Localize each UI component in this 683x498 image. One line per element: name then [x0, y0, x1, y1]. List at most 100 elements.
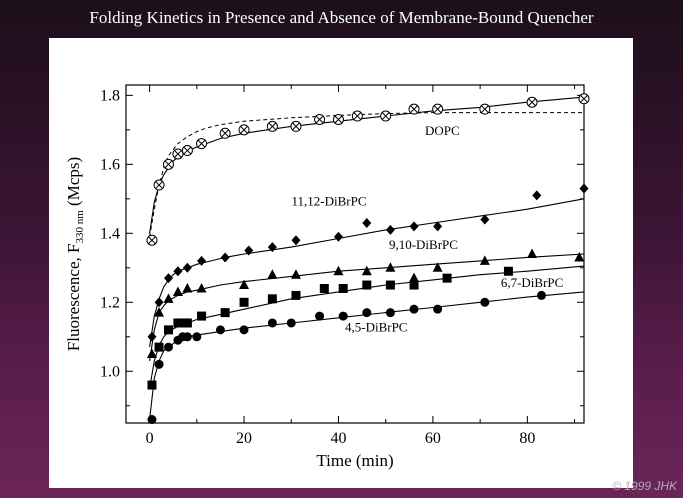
- fit-line-11-12-dibrpc: [149, 198, 585, 348]
- point-9-10-dibrpc: [479, 255, 490, 265]
- point-4-5-dibrpc: [385, 308, 395, 318]
- point-dopc: [196, 138, 208, 150]
- slide-title: Folding Kinetics in Presence and Absence…: [89, 8, 594, 27]
- point-4-5-dibrpc: [286, 318, 296, 328]
- point-6-7-dibrpc: [319, 283, 329, 293]
- point-6-7-dibrpc: [267, 294, 277, 304]
- point-11-12-dibrpc: [147, 331, 157, 342]
- series-label-dopc: DOPC: [425, 123, 460, 138]
- point-4-5-dibrpc: [182, 332, 192, 342]
- point-4-5-dibrpc: [537, 290, 547, 300]
- point-9-10-dibrpc: [527, 248, 538, 258]
- point-6-7-dibrpc: [338, 283, 348, 293]
- point-6-7-dibrpc: [154, 342, 164, 352]
- point-dopc: [219, 127, 231, 139]
- point-4-5-dibrpc: [192, 332, 202, 342]
- point-6-7-dibrpc: [362, 280, 372, 290]
- point-11-12-dibrpc: [433, 221, 443, 232]
- point-4-5-dibrpc: [239, 325, 249, 335]
- point-11-12-dibrpc: [409, 221, 419, 232]
- point-6-7-dibrpc: [409, 280, 419, 290]
- point-6-7-dibrpc: [197, 311, 207, 321]
- point-4-5-dibrpc: [163, 342, 173, 352]
- plot-frame: [125, 84, 585, 424]
- point-6-7-dibrpc: [291, 290, 301, 300]
- point-dopc: [266, 120, 278, 132]
- y-tick-label: 1.2: [100, 294, 120, 311]
- point-9-10-dibrpc: [574, 251, 585, 262]
- point-6-7-dibrpc: [503, 266, 513, 276]
- point-9-10-dibrpc: [172, 286, 183, 296]
- point-dopc: [332, 113, 344, 125]
- y-axis-label: Fluorescence, F330 nm (Mcps): [64, 157, 86, 351]
- point-4-5-dibrpc: [480, 297, 490, 307]
- point-6-7-dibrpc: [442, 273, 452, 283]
- chart-panel: 0 20 40 60 80 1.0 1.2 1.4 1.6 1.8 Time (min) Fluore…: [49, 38, 633, 488]
- point-11-12-dibrpc: [154, 297, 164, 308]
- point-11-12-dibrpc: [532, 190, 542, 201]
- point-9-10-dibrpc: [361, 265, 372, 276]
- point-4-5-dibrpc: [154, 359, 164, 369]
- point-4-5-dibrpc: [215, 325, 225, 335]
- y-tick-label: 1.4: [100, 225, 120, 242]
- point-dopc: [162, 158, 174, 170]
- point-11-12-dibrpc: [173, 266, 183, 277]
- point-dopc: [526, 96, 538, 108]
- point-9-10-dibrpc: [385, 262, 396, 272]
- point-9-10-dibrpc: [333, 265, 344, 276]
- point-9-10-dibrpc: [163, 293, 174, 303]
- point-9-10-dibrpc: [196, 282, 207, 293]
- point-4-5-dibrpc: [315, 311, 325, 321]
- point-dopc: [351, 110, 363, 122]
- point-dopc: [479, 103, 491, 115]
- x-tick-label: 0: [146, 430, 154, 447]
- point-6-7-dibrpc: [220, 308, 230, 318]
- point-6-7-dibrpc: [182, 318, 192, 328]
- point-dopc: [290, 120, 302, 132]
- point-dopc: [146, 234, 158, 246]
- point-11-12-dibrpc: [163, 273, 173, 284]
- y-tick-label: 1.0: [100, 363, 120, 380]
- point-11-12-dibrpc: [267, 242, 277, 253]
- point-9-10-dibrpc: [432, 262, 443, 272]
- point-9-10-dibrpc: [409, 272, 420, 283]
- point-4-5-dibrpc: [362, 308, 372, 318]
- x-tick-label: 80: [519, 430, 535, 447]
- point-dopc: [172, 148, 184, 160]
- x-tick-label: 20: [236, 430, 252, 447]
- point-4-5-dibrpc: [433, 304, 443, 314]
- point-dopc: [408, 103, 420, 115]
- point-11-12-dibrpc: [333, 231, 343, 242]
- point-dopc: [432, 103, 444, 115]
- point-dopc: [578, 93, 590, 105]
- copyright-notice: © 1999 JHK: [612, 479, 677, 493]
- point-9-10-dibrpc: [146, 348, 157, 359]
- point-11-12-dibrpc: [579, 183, 589, 194]
- x-axis-label: Time (min): [316, 451, 393, 470]
- point-11-12-dibrpc: [385, 224, 395, 235]
- fit-line-dopc: [149, 96, 585, 234]
- point-9-10-dibrpc: [154, 307, 165, 317]
- point-dopc: [380, 110, 392, 122]
- series-label-4-5-dibrpc: 4,5-DiBrPC: [345, 320, 407, 335]
- point-dopc: [238, 124, 250, 136]
- point-6-7-dibrpc: [173, 318, 183, 328]
- point-4-5-dibrpc: [147, 415, 157, 425]
- point-dopc: [314, 113, 326, 125]
- point-dopc: [181, 145, 193, 157]
- point-11-12-dibrpc: [291, 235, 301, 246]
- point-6-7-dibrpc: [178, 318, 188, 328]
- point-4-5-dibrpc: [338, 311, 348, 321]
- point-6-7-dibrpc: [385, 280, 395, 290]
- point-4-5-dibrpc: [409, 304, 419, 314]
- point-11-12-dibrpc: [182, 262, 192, 273]
- point-11-12-dibrpc: [244, 245, 254, 256]
- point-6-7-dibrpc: [147, 380, 157, 390]
- fit-line-9-10-dibrpc: [149, 253, 585, 361]
- point-4-5-dibrpc: [267, 318, 277, 328]
- fluorescence-chart: 0 20 40 60 80 1.0 1.2 1.4 1.6 1.8 Time (min) Fluore…: [64, 84, 590, 470]
- point-9-10-dibrpc: [267, 269, 278, 279]
- series-label-9-10-dibrpc: 9,10-DiBrPC: [389, 237, 458, 252]
- y-tick-label: 1.6: [100, 156, 120, 173]
- point-9-10-dibrpc: [182, 282, 193, 293]
